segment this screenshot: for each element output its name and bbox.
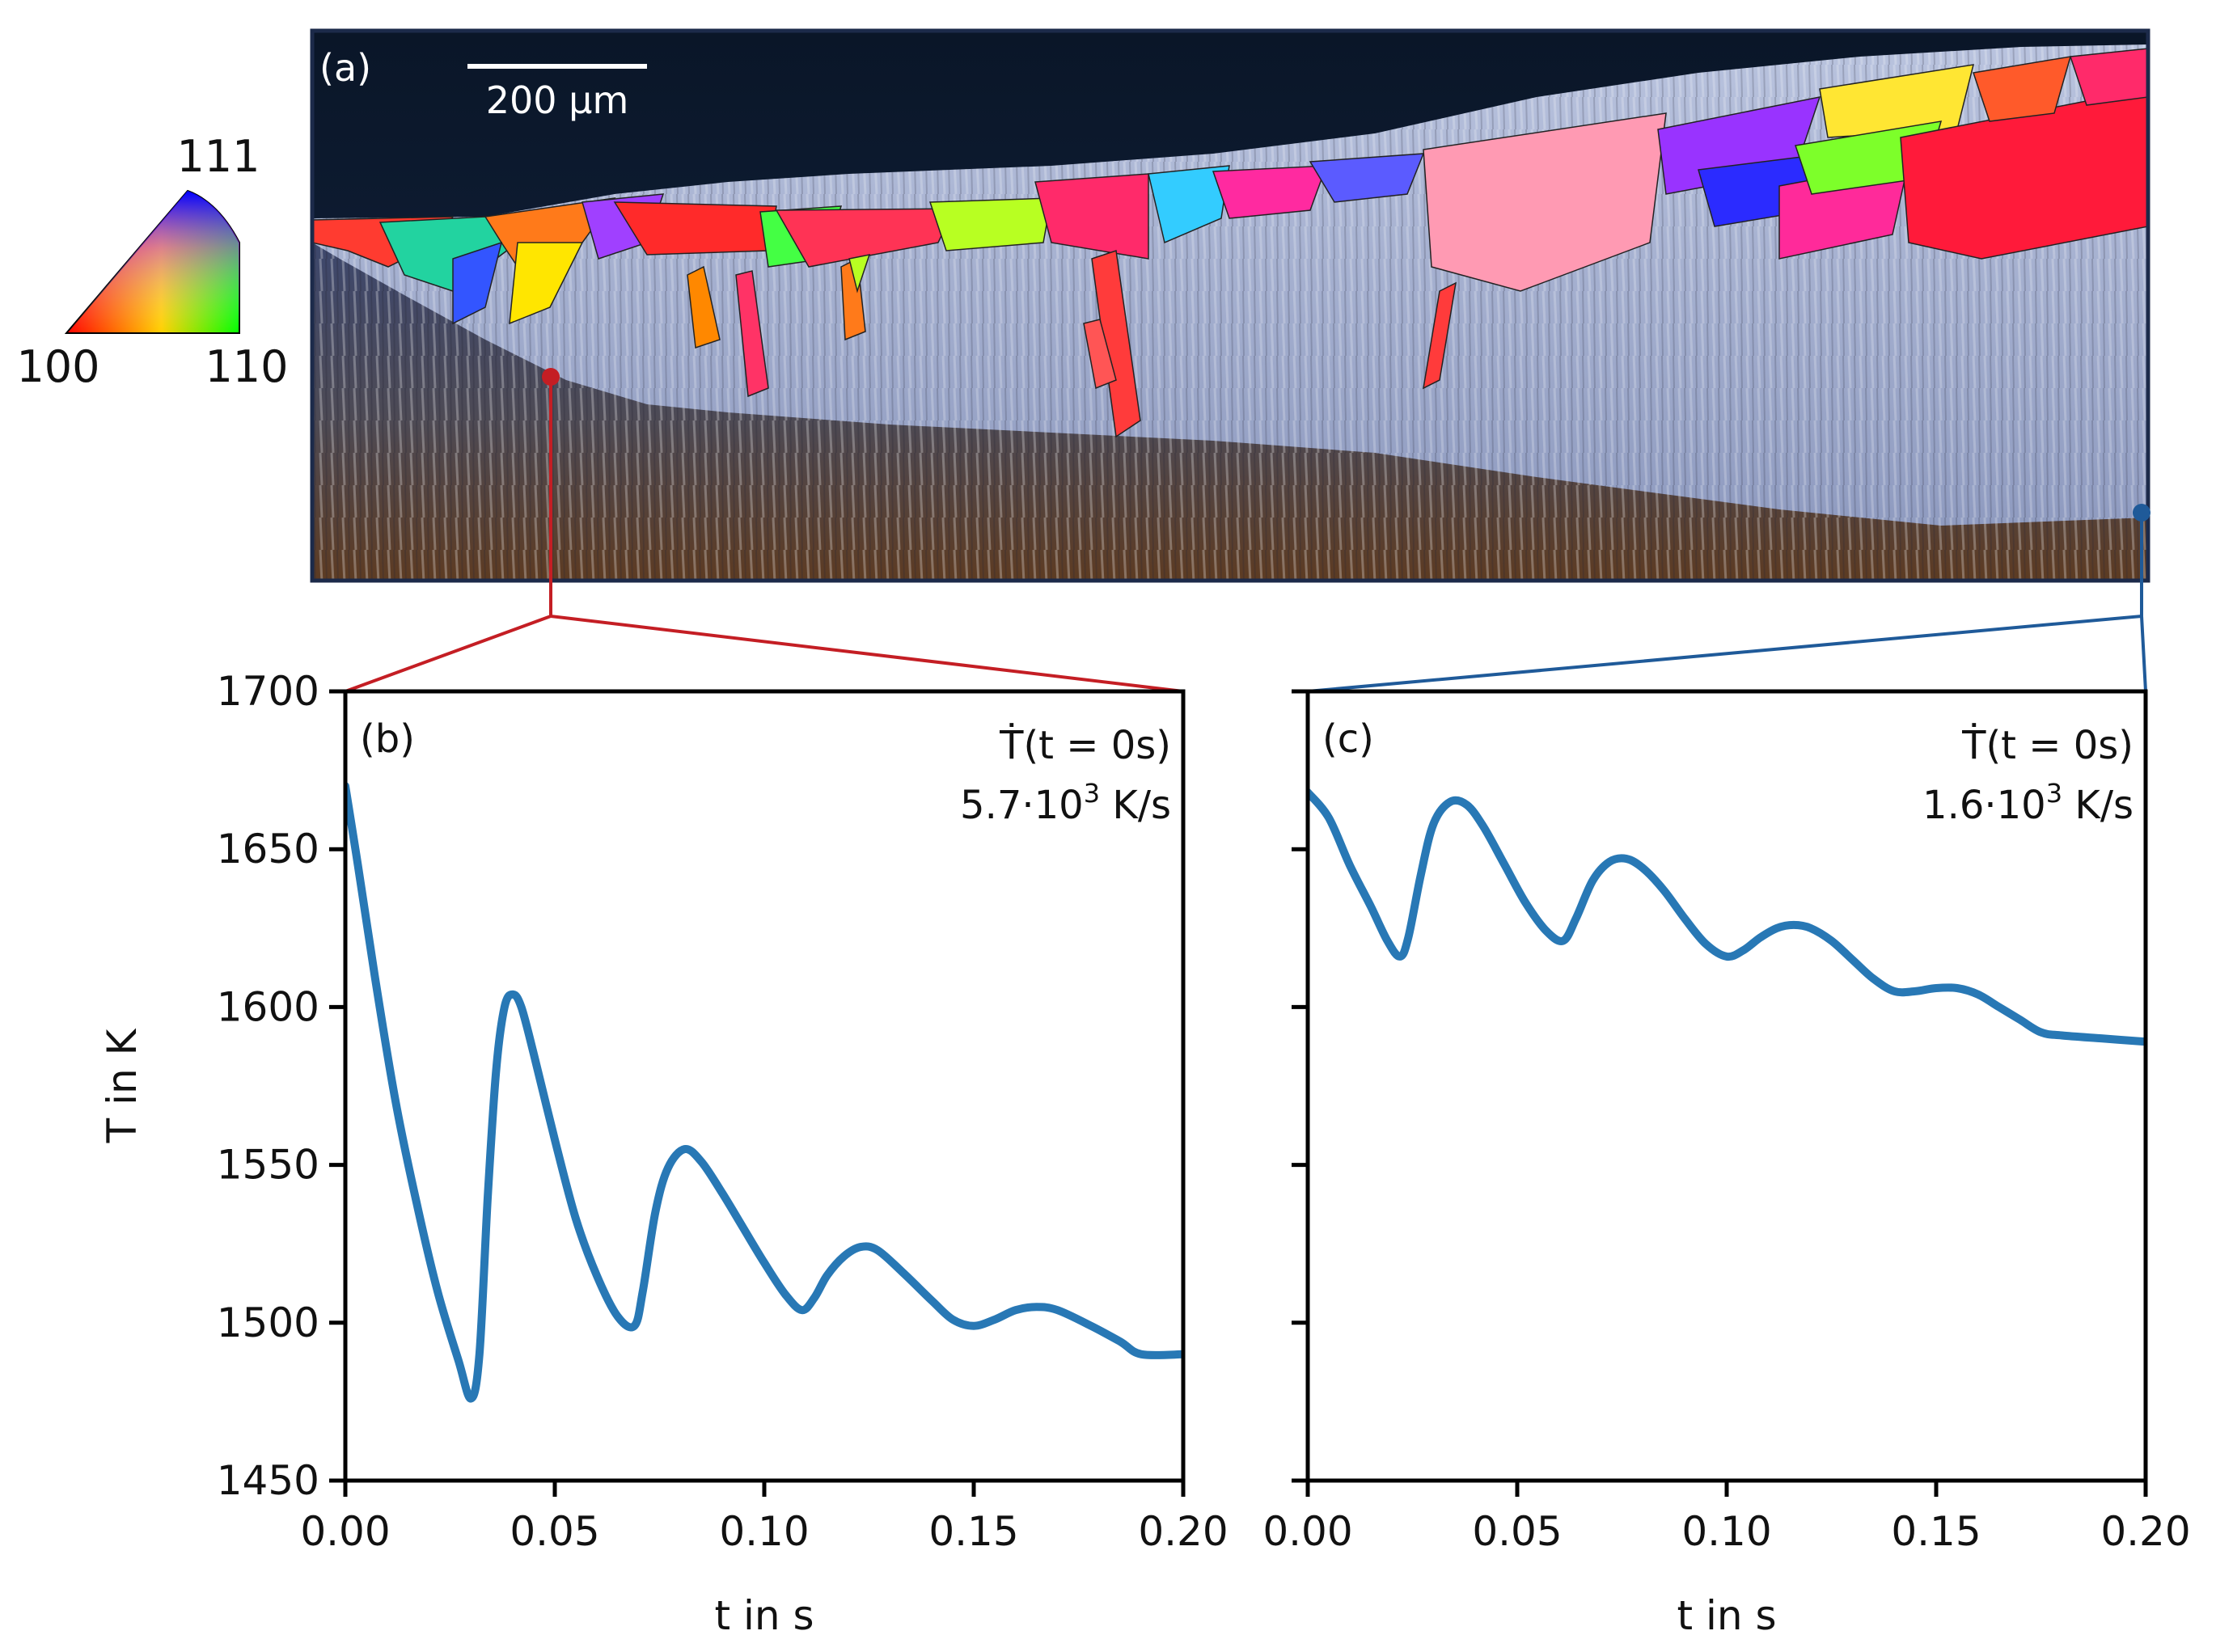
chart-b-xtick-label: 0.00 <box>300 1508 390 1555</box>
chart-c-xlabel: t in s <box>1677 1592 1776 1639</box>
chart-b-ytick-label: 1600 <box>217 983 319 1030</box>
ipf-label-100: 100 <box>16 341 99 392</box>
chart-b-ytick-label: 1650 <box>217 826 319 872</box>
chart-b-rate-exponent: 3 <box>1084 778 1100 809</box>
chart-b-panel-label: (b) <box>360 716 415 762</box>
grain <box>509 242 584 325</box>
grain <box>1212 165 1328 219</box>
chart-c-xtick-label: 0.15 <box>1891 1508 1981 1555</box>
chart-b-xlabel: t in s <box>714 1592 814 1639</box>
chart-b-ticks: 0.00 0.05 0.10 0.15 0.20 1450 1500 1550 1600 1650… <box>217 668 1229 1555</box>
connector-b <box>345 614 1184 693</box>
chart-c-annotation-title: Ṫ(t = 0s) <box>1961 723 2134 768</box>
chart-b-rate-mantissa: 5.7·10 <box>960 783 1084 828</box>
chart-b-xtick-label: 0.20 <box>1138 1508 1228 1555</box>
chart-c: 0.00 0.05 0.10 0.15 0.20 (c) Ṫ(t = 0s) 1.6·1… <box>1262 689 2191 1639</box>
ipf-color-key: 111 100 110 <box>16 131 288 392</box>
ipf-label-111: 111 <box>176 131 260 182</box>
chart-c-xtick-label: 0.00 <box>1262 1508 1352 1555</box>
chart-b-ylabel: T in K <box>99 1028 146 1143</box>
scale-bar-label: 200 µm <box>486 78 629 122</box>
grain <box>1148 165 1230 244</box>
chart-c-rate-mantissa: 1.6·10 <box>1922 783 2046 828</box>
grain <box>1034 173 1149 260</box>
chart-b-xtick-label: 0.05 <box>510 1508 599 1555</box>
chart-b-ytick-label: 1700 <box>217 668 319 715</box>
grain <box>2069 48 2148 106</box>
connector-c <box>1307 614 2147 693</box>
grain <box>928 197 1052 251</box>
grain <box>848 254 871 294</box>
chart-c-xtick-label: 0.05 <box>1472 1508 1562 1555</box>
grain <box>1423 281 1457 390</box>
micrograph-panel: 200 µm (a) <box>312 31 2148 581</box>
grain <box>452 241 503 325</box>
grain <box>687 265 721 349</box>
grain <box>735 270 769 398</box>
chart-c-annotation-value: 1.6·103 K/s <box>1922 778 2134 828</box>
grain <box>1083 319 1117 390</box>
chart-b-annotation-title: Ṫ(t = 0s) <box>999 723 1171 768</box>
chart-c-series-line <box>1308 788 2146 1046</box>
grain <box>775 208 956 268</box>
chart-c-rate-exponent: 3 <box>2046 778 2062 809</box>
chart-b-ytick-label: 1450 <box>217 1457 319 1504</box>
ipf-triangle-overlay <box>66 191 239 333</box>
chart-c-panel-label: (c) <box>1322 716 1374 762</box>
micrograph-border <box>310 28 2150 583</box>
chart-b-ytick-label: 1550 <box>217 1142 319 1189</box>
chart-c-ticks: 0.00 0.05 0.10 0.15 0.20 <box>1262 689 2191 1555</box>
chart-b-ytick-label: 1500 <box>217 1299 319 1346</box>
chart-c-frame <box>1305 689 2148 1483</box>
grain <box>1973 56 2072 122</box>
chart-b-xtick-label: 0.10 <box>719 1508 809 1555</box>
chart-c-xtick-label: 0.10 <box>1681 1508 1771 1555</box>
chart-c-xtick-label: 0.20 <box>2100 1508 2190 1555</box>
grain <box>1423 112 1667 292</box>
chart-c-rate-unit: K/s <box>2062 783 2134 828</box>
ipf-label-110: 110 <box>205 341 288 392</box>
panel-a-label: (a) <box>319 46 371 90</box>
chart-b-rate-unit: K/s <box>1100 783 1171 828</box>
chart-b: 0.00 0.05 0.10 0.15 0.20 1450 1500 1550 1600 1650… <box>99 668 1229 1639</box>
chart-b-frame <box>343 689 1186 1483</box>
ebsd-grain-map <box>312 48 2148 438</box>
chart-b-annotation-value: 5.7·103 K/s <box>960 778 1171 828</box>
chart-b-xtick-label: 0.15 <box>928 1508 1018 1555</box>
chart-b-series-line <box>345 782 1183 1403</box>
grain <box>1309 153 1425 203</box>
